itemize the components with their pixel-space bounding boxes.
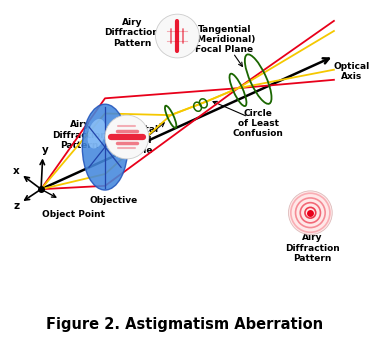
Text: Airy
Diffraction
Pattern: Airy Diffraction Pattern: [285, 233, 339, 263]
Text: Airy
Diffraction
Pattern: Airy Diffraction Pattern: [105, 18, 159, 48]
Text: z: z: [13, 201, 20, 211]
Ellipse shape: [82, 104, 128, 190]
Text: Tangential
(Meridional)
Focal Plane: Tangential (Meridional) Focal Plane: [194, 24, 256, 54]
Text: Object Point: Object Point: [42, 210, 105, 219]
Text: Objective: Objective: [89, 196, 138, 206]
Circle shape: [105, 115, 149, 159]
Text: y: y: [42, 145, 48, 155]
Text: Figure 2. Astigmatism Aberration: Figure 2. Astigmatism Aberration: [45, 317, 322, 332]
Text: Airy
Diffraction
Pattern: Airy Diffraction Pattern: [53, 120, 107, 150]
Circle shape: [288, 191, 332, 235]
Text: Optical
Axis: Optical Axis: [334, 62, 370, 81]
Text: x: x: [13, 166, 20, 176]
Ellipse shape: [88, 119, 106, 148]
Circle shape: [156, 14, 199, 58]
Text: Sagittal
Focal
Plane: Sagittal Focal Plane: [118, 125, 159, 155]
Text: Circle
of Least
Confusion: Circle of Least Confusion: [233, 108, 284, 139]
